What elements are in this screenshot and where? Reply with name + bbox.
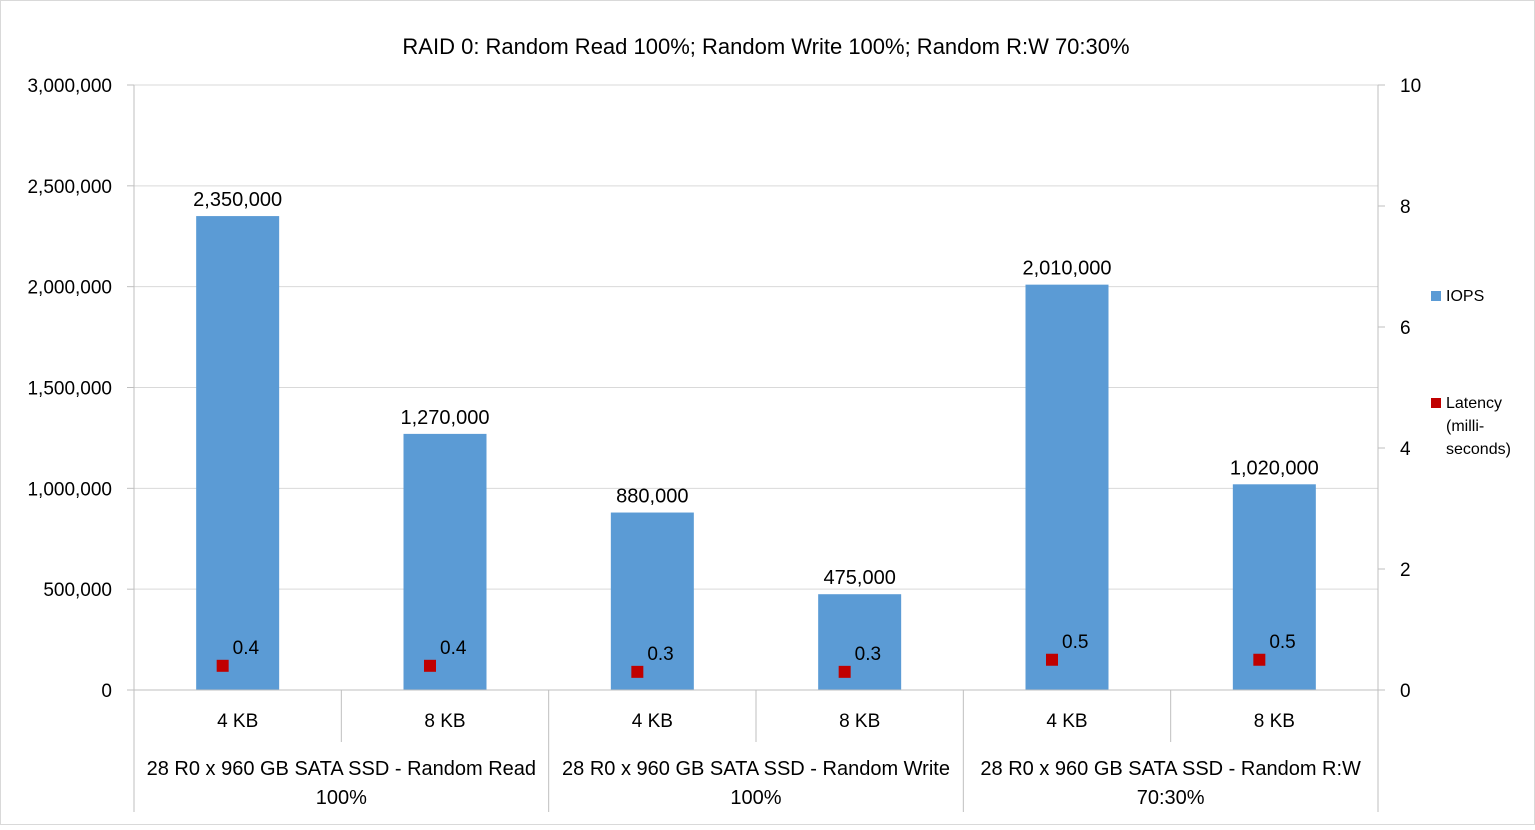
legend: IOPS Latency (milli-seconds): [1431, 288, 1511, 458]
y-right-tick-label: 6: [1400, 318, 1411, 339]
iops-data-label: 2,010,000: [1023, 258, 1112, 280]
latency-data-label: 0.4: [440, 638, 467, 659]
gridlines: [134, 84, 1378, 590]
iops-bar: [403, 433, 487, 690]
group-label-line2: 100%: [316, 787, 367, 809]
y-right-tick-label: 2: [1400, 560, 1411, 581]
iops-data-label: 1,270,000: [401, 407, 490, 429]
chart-title: RAID 0: Random Read 100%; Random Write 1…: [402, 34, 1129, 59]
x-tick-label: 8 KB: [424, 711, 465, 732]
iops-data-label: 880,000: [616, 486, 688, 508]
iops-data-label: 475,000: [824, 567, 896, 589]
latency-marker: [838, 665, 851, 678]
group-label-line2: 100%: [730, 787, 781, 809]
y-right-tick-label: 4: [1400, 439, 1411, 460]
legend-swatch-latency: [1431, 398, 1441, 408]
iops-bars: 2,350,000 1,270,000 880,000 475,000 2,010,00…: [193, 189, 1319, 691]
iops-bar: [610, 512, 694, 690]
iops-bar: [1025, 284, 1109, 690]
iops-bar: [196, 216, 280, 691]
x-tick-label: 4 KB: [217, 711, 258, 732]
y-left-tick-label: 500,000: [43, 580, 112, 601]
y-left-tick-label: 1,500,000: [27, 379, 112, 400]
legend-label-iops: IOPS: [1446, 288, 1484, 305]
y-left-tick-label: 2,000,000: [27, 278, 112, 299]
latency-data-label: 0.5: [1269, 632, 1295, 653]
y-left-tick-label: 1,000,000: [27, 479, 112, 500]
y-right-tick-label: 0: [1400, 681, 1411, 702]
y-right-tick-label: 8: [1400, 197, 1411, 218]
axes: 0 500,000 1,000,000 1,500,000 2,000,000 2,500…: [27, 76, 1421, 812]
iops-bar: [818, 594, 902, 690]
group-label-line1: 28 R0 x 960 GB SATA SSD - Random R:W: [980, 758, 1361, 780]
y-left-tick-label: 0: [101, 681, 112, 702]
legend-label-latency-line: Latency: [1446, 395, 1502, 412]
legend-label-latency-line: (milli-: [1446, 418, 1484, 435]
latency-marker: [1046, 653, 1058, 666]
x-tick-label: 4 KB: [1046, 711, 1087, 732]
iops-data-label: 2,350,000: [193, 189, 282, 211]
latency-data-label: 0.4: [233, 638, 260, 659]
latency-marker: [216, 659, 229, 672]
y-left-tick-label: 2,500,000: [27, 177, 112, 198]
y-left-tick-label: 3,000,000: [27, 76, 112, 97]
iops-bar: [1232, 484, 1316, 690]
legend-label-latency-line: seconds): [1446, 441, 1511, 458]
iops-data-label: 1,020,000: [1230, 457, 1319, 479]
latency-marker: [1253, 653, 1266, 666]
group-label-line2: 70:30%: [1137, 787, 1205, 809]
group-label-line1: 28 R0 x 960 GB SATA SSD - Random Read: [147, 758, 536, 780]
x-tick-label: 8 KB: [1254, 711, 1295, 732]
latency-data-label: 0.3: [647, 644, 673, 665]
latency-markers: 0.4 0.4 0.3 0.3 0.5 0.5: [216, 632, 1296, 678]
x-tick-label: 4 KB: [632, 711, 673, 732]
y-right-tick-label: 10: [1400, 76, 1421, 97]
x-tick-label: 8 KB: [839, 711, 880, 732]
legend-swatch-iops: [1431, 291, 1441, 301]
latency-data-label: 0.3: [855, 644, 881, 665]
latency-marker: [424, 659, 436, 672]
group-label-line1: 28 R0 x 960 GB SATA SSD - Random Write: [562, 758, 950, 780]
latency-data-label: 0.5: [1062, 632, 1088, 653]
latency-marker: [631, 665, 644, 678]
